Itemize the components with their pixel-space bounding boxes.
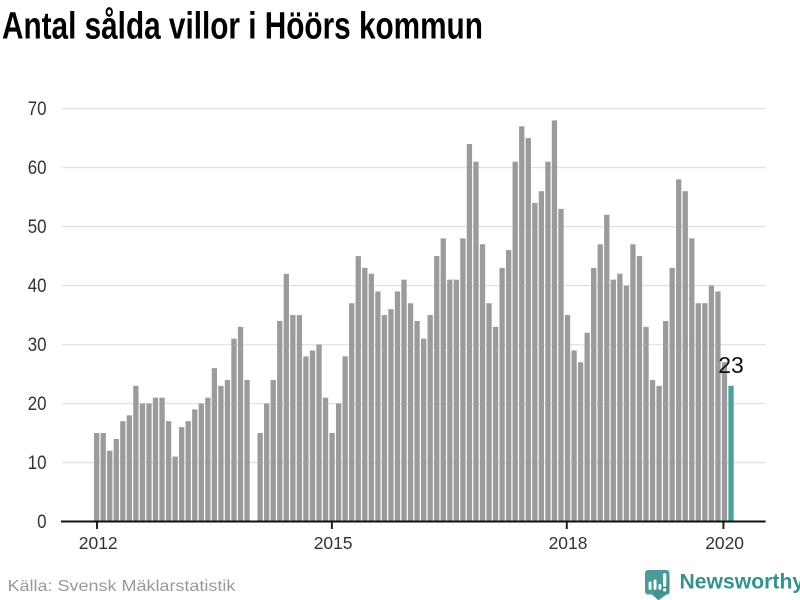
svg-text:23: 23 <box>718 352 744 378</box>
svg-text:50: 50 <box>28 216 47 237</box>
svg-text:2020: 2020 <box>705 533 744 553</box>
svg-text:40: 40 <box>28 275 47 296</box>
svg-text:2015: 2015 <box>314 533 353 553</box>
svg-text:20: 20 <box>28 393 47 414</box>
svg-text:60: 60 <box>28 157 47 178</box>
svg-text:Källa: Svensk Mäklarstatistik: Källa: Svensk Mäklarstatistik <box>8 577 236 595</box>
svg-text:Newsworthy: Newsworthy <box>680 570 800 594</box>
svg-text:2018: 2018 <box>549 533 588 553</box>
svg-text:Antal sålda villor i Höörs kom: Antal sålda villor i Höörs kommun <box>2 5 483 47</box>
svg-text:10: 10 <box>28 452 47 473</box>
svg-text:2012: 2012 <box>79 533 118 553</box>
svg-text:0: 0 <box>37 511 46 532</box>
svg-text:70: 70 <box>28 98 47 119</box>
svg-text:30: 30 <box>28 334 47 355</box>
